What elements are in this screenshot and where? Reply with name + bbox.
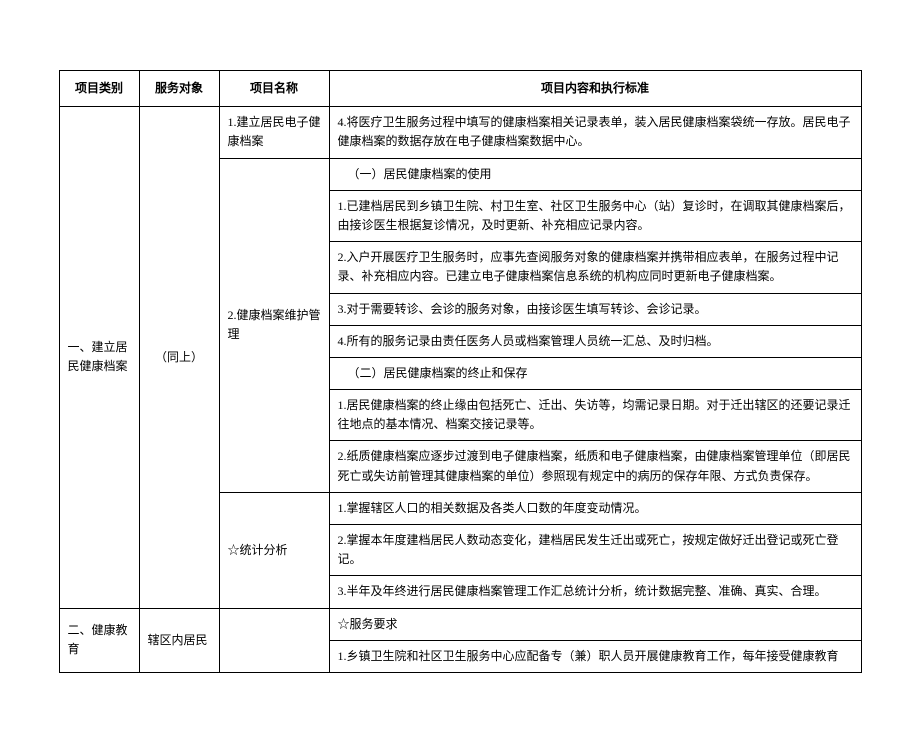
content-cell: 1.已建档居民到乡镇卫生院、村卫生室、社区卫生服务中心（站）复诊时，在调取其健康… <box>329 190 861 241</box>
content-cell: 1.乡镇卫生院和社区卫生服务中心应配备专（兼）职人员开展健康教育工作，每年接受健… <box>329 640 861 672</box>
item-name-1: 1.建立居民电子健康档案 <box>219 107 329 158</box>
category-cell-2: 二、健康教育 <box>59 608 139 672</box>
content-cell: 3.半年及年终进行居民健康档案管理工作汇总统计分析，统计数据完整、准确、真实、合… <box>329 576 861 608</box>
content-cell: 1.居民健康档案的终止缘由包括死亡、迁出、失访等，均需记录日期。对于迁出辖区的还… <box>329 390 861 441</box>
item-name-4 <box>219 608 329 672</box>
header-category: 项目类别 <box>59 71 139 107</box>
header-row: 项目类别 服务对象 项目名称 项目内容和执行标准 <box>59 71 861 107</box>
item-name-3: ☆统计分析 <box>219 492 329 608</box>
content-cell: 4.将医疗卫生服务过程中填写的健康档案相关记录表单，装入居民健康档案袋统一存放。… <box>329 107 861 158</box>
table-row: 二、健康教育 辖区内居民 ☆服务要求 <box>59 608 861 640</box>
document-page: 项目类别 服务对象 项目名称 项目内容和执行标准 一、建立居民健康档案 （同上）… <box>59 70 862 673</box>
category-cell-1: 一、建立居民健康档案 <box>59 107 139 608</box>
target-cell-2: 辖区内居民 <box>139 608 219 672</box>
content-cell: ☆服务要求 <box>329 608 861 640</box>
target-cell-1: （同上） <box>139 107 219 608</box>
content-cell: 1.掌握辖区人口的相关数据及各类人口数的年度变动情况。 <box>329 492 861 524</box>
item-name-2: 2.健康档案维护管理 <box>219 158 329 492</box>
content-cell: 2.掌握本年度建档居民人数动态变化，建档居民发生迁出或死亡，按规定做好迁出登记或… <box>329 525 861 576</box>
content-cell: （二）居民健康档案的终止和保存 <box>329 357 861 389</box>
header-name: 项目名称 <box>219 71 329 107</box>
content-cell: 3.对于需要转诊、会诊的服务对象，由接诊医生填写转诊、会诊记录。 <box>329 293 861 325</box>
content-cell: 4.所有的服务记录由责任医务人员或档案管理人员统一汇总、及时归档。 <box>329 325 861 357</box>
content-cell: 2.纸质健康档案应逐步过渡到电子健康档案，纸质和电子健康档案，由健康档案管理单位… <box>329 441 861 492</box>
header-content: 项目内容和执行标准 <box>329 71 861 107</box>
main-table: 项目类别 服务对象 项目名称 项目内容和执行标准 一、建立居民健康档案 （同上）… <box>59 70 862 673</box>
header-target: 服务对象 <box>139 71 219 107</box>
table-row: 一、建立居民健康档案 （同上） 1.建立居民电子健康档案 4.将医疗卫生服务过程… <box>59 107 861 158</box>
content-cell: （一）居民健康档案的使用 <box>329 158 861 190</box>
content-cell: 2.入户开展医疗卫生服务时，应事先查阅服务对象的健康档案并携带相应表单，在服务过… <box>329 242 861 293</box>
